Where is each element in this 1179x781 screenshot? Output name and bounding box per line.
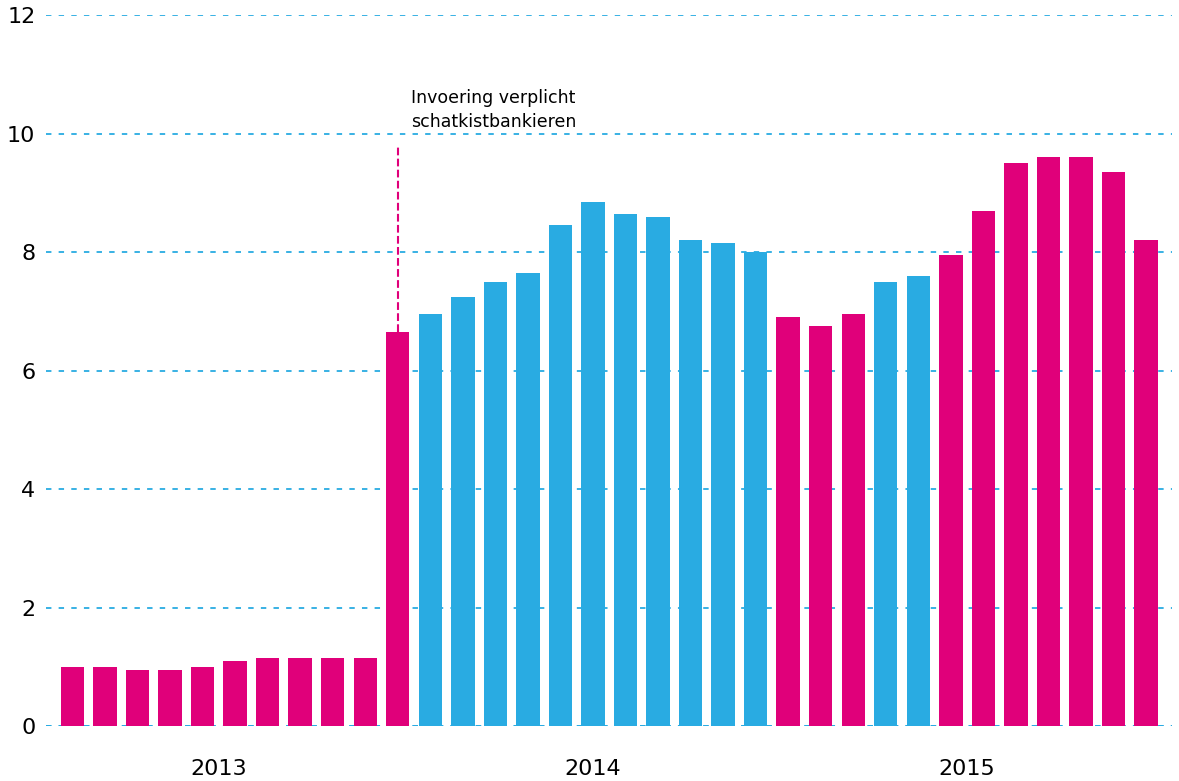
Bar — [646, 216, 670, 726]
Bar — [321, 658, 344, 726]
Text: 2013: 2013 — [191, 759, 248, 779]
Bar — [1134, 241, 1158, 726]
Bar — [158, 670, 182, 726]
Bar — [386, 332, 409, 726]
Bar — [711, 243, 735, 726]
Bar — [191, 667, 215, 726]
Bar — [483, 282, 507, 726]
Bar — [679, 241, 703, 726]
Bar — [777, 317, 799, 726]
Bar — [809, 326, 832, 726]
Bar — [61, 667, 84, 726]
Bar — [1036, 157, 1060, 726]
Bar — [1069, 157, 1093, 726]
Bar — [907, 276, 930, 726]
Bar — [614, 213, 637, 726]
Bar — [1102, 172, 1125, 726]
Bar — [744, 252, 768, 726]
Bar — [223, 662, 246, 726]
Bar — [289, 658, 312, 726]
Bar — [940, 255, 962, 726]
Bar — [842, 315, 865, 726]
Bar — [581, 201, 605, 726]
Text: Invoering verplicht
schatkistbankieren: Invoering verplicht schatkistbankieren — [410, 89, 577, 130]
Bar — [548, 226, 572, 726]
Bar — [93, 667, 117, 726]
Bar — [354, 658, 377, 726]
Bar — [874, 282, 897, 726]
Bar — [516, 273, 540, 726]
Text: 2015: 2015 — [938, 759, 995, 779]
Bar — [971, 211, 995, 726]
Bar — [1005, 163, 1028, 726]
Bar — [256, 658, 279, 726]
Bar — [452, 297, 475, 726]
Bar — [126, 670, 150, 726]
Bar — [419, 315, 442, 726]
Text: 2014: 2014 — [565, 759, 621, 779]
